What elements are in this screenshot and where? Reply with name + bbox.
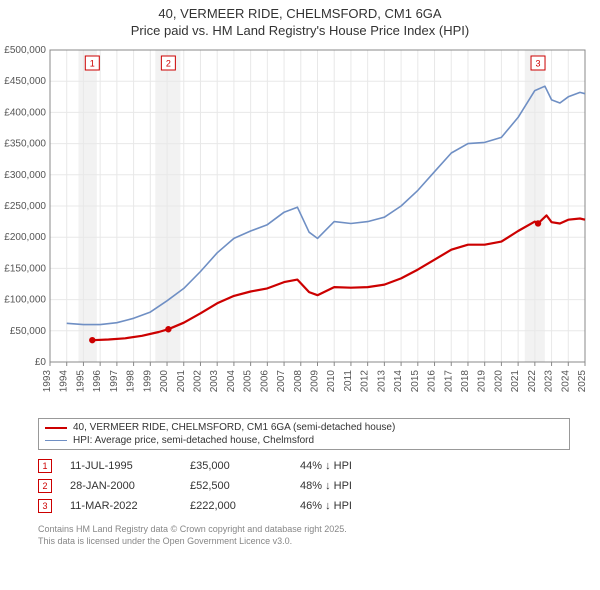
svg-text:2020: 2020 [493,370,504,393]
marker-price-3: £222,000 [190,500,300,512]
svg-text:2023: 2023 [544,370,555,393]
chart-svg: £0 £50,000 £100,000 £150,000 £200,000 £250,00… [0,42,600,412]
svg-text:2019: 2019 [477,370,488,393]
svg-text:2: 2 [166,59,171,69]
svg-text:£350,000: £350,000 [4,139,46,150]
footer-note: Contains HM Land Registry data © Crown c… [38,524,570,547]
svg-text:£200,000: £200,000 [4,232,46,243]
svg-text:£300,000: £300,000 [4,170,46,181]
legend-swatch-property [45,427,67,429]
svg-text:2021: 2021 [510,370,521,393]
marker-row-1: 1 11-JUL-1995 £35,000 44% ↓ HPI [38,456,570,476]
marker-badge-2: 2 [38,479,52,493]
marker-date-3: 11-MAR-2022 [70,500,190,512]
marker-date-2: 28-JAN-2000 [70,480,190,492]
svg-text:2000: 2000 [159,370,170,393]
legend-row-property: 40, VERMEER RIDE, CHELMSFORD, CM1 6GA (s… [39,421,569,434]
legend-row-hpi: HPI: Average price, semi-detached house,… [39,434,569,447]
chart-area: £0 £50,000 £100,000 £150,000 £200,000 £250,00… [0,42,600,412]
svg-text:2001: 2001 [176,370,187,393]
svg-text:1994: 1994 [59,370,70,393]
svg-text:2004: 2004 [226,370,237,393]
title-line2: Price paid vs. HM Land Registry's House … [10,23,590,38]
svg-text:£150,000: £150,000 [4,263,46,274]
svg-text:2002: 2002 [192,370,203,393]
svg-text:2003: 2003 [209,370,220,393]
svg-text:2024: 2024 [560,370,571,393]
svg-text:1995: 1995 [75,370,86,393]
svg-text:1: 1 [90,59,95,69]
marker-delta-3: 46% ↓ HPI [300,500,420,512]
marker-badge-3: 3 [38,499,52,513]
marker-delta-2: 48% ↓ HPI [300,480,420,492]
svg-text:2014: 2014 [393,370,404,393]
chart-container: 40, VERMEER RIDE, CHELMSFORD, CM1 6GA Pr… [0,0,600,590]
svg-text:£450,000: £450,000 [4,76,46,87]
marker-badge-1: 1 [38,459,52,473]
legend-label-hpi: HPI: Average price, semi-detached house,… [73,435,314,446]
marker-date-1: 11-JUL-1995 [70,460,190,472]
marker-table: 1 11-JUL-1995 £35,000 44% ↓ HPI 2 28-JAN… [38,456,570,516]
svg-text:£0: £0 [35,357,47,368]
svg-text:2006: 2006 [259,370,270,393]
svg-text:2008: 2008 [293,370,304,393]
marker-num-1: 1 [42,461,47,471]
svg-text:2007: 2007 [276,370,287,393]
marker-delta-1: 44% ↓ HPI [300,460,420,472]
svg-text:2017: 2017 [443,370,454,393]
marker-price-2: £52,500 [190,480,300,492]
svg-text:£50,000: £50,000 [10,326,47,337]
svg-text:1993: 1993 [42,370,53,393]
svg-text:2018: 2018 [460,370,471,393]
svg-text:£100,000: £100,000 [4,295,46,306]
svg-text:2010: 2010 [326,370,337,393]
title-block: 40, VERMEER RIDE, CHELMSFORD, CM1 6GA Pr… [0,0,600,42]
svg-text:1996: 1996 [92,370,103,393]
svg-text:2009: 2009 [310,370,321,393]
footer-line1: Contains HM Land Registry data © Crown c… [38,524,570,536]
svg-text:2015: 2015 [410,370,421,393]
marker-num-3: 3 [42,501,47,511]
marker-num-2: 2 [42,481,47,491]
svg-text:3: 3 [536,59,541,69]
title-line1: 40, VERMEER RIDE, CHELMSFORD, CM1 6GA [10,6,590,21]
legend: 40, VERMEER RIDE, CHELMSFORD, CM1 6GA (s… [38,418,570,450]
svg-text:£250,000: £250,000 [4,201,46,212]
svg-text:1999: 1999 [142,370,153,393]
svg-text:2012: 2012 [360,370,371,393]
svg-text:2016: 2016 [427,370,438,393]
legend-label-property: 40, VERMEER RIDE, CHELMSFORD, CM1 6GA (s… [73,422,395,433]
legend-swatch-hpi [45,440,67,441]
marker-row-2: 2 28-JAN-2000 £52,500 48% ↓ HPI [38,476,570,496]
svg-text:£400,000: £400,000 [4,107,46,118]
svg-text:2022: 2022 [527,370,538,393]
svg-text:2011: 2011 [343,370,354,392]
svg-text:2013: 2013 [376,370,387,393]
footer-line2: This data is licensed under the Open Gov… [38,536,570,548]
marker-price-1: £35,000 [190,460,300,472]
svg-text:£500,000: £500,000 [4,45,46,56]
svg-text:2025: 2025 [577,370,588,393]
svg-text:1998: 1998 [126,370,137,393]
marker-row-3: 3 11-MAR-2022 £222,000 46% ↓ HPI [38,496,570,516]
svg-text:2005: 2005 [243,370,254,393]
svg-text:1997: 1997 [109,370,120,393]
